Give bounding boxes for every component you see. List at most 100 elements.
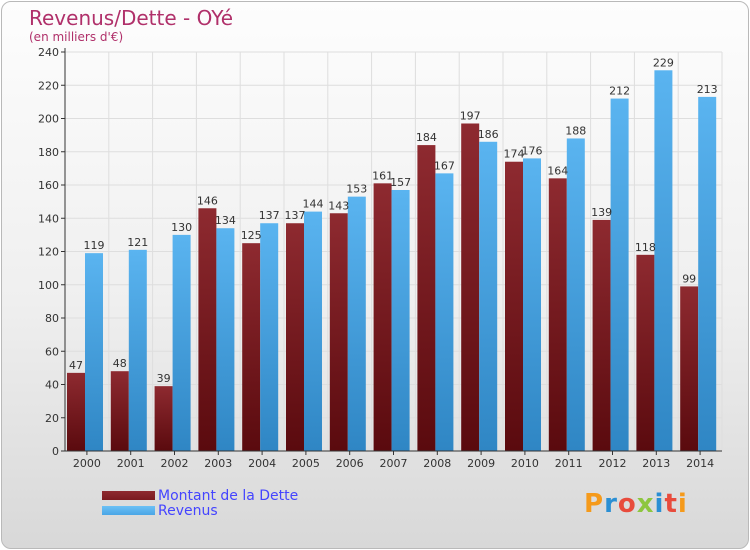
legend-swatch-debt — [102, 491, 155, 500]
x-tick-label: 2002 — [161, 457, 189, 470]
logo-letter: i — [654, 489, 665, 519]
bar-dette — [286, 223, 304, 451]
logo-letter: x — [636, 489, 655, 519]
data-label: 213 — [697, 83, 718, 96]
y-tick-label: 0 — [52, 445, 59, 458]
x-tick-label: 2000 — [73, 457, 101, 470]
data-label: 130 — [171, 221, 192, 234]
y-tick-label: 140 — [38, 212, 59, 225]
data-label: 176 — [522, 144, 543, 157]
data-label: 143 — [328, 199, 349, 212]
bar-dette — [548, 178, 567, 451]
logo-letter: P — [584, 489, 605, 519]
x-tick-label: 2004 — [248, 457, 276, 470]
data-label: 144 — [303, 198, 324, 211]
data-label: 212 — [609, 85, 630, 98]
bar-revenus — [391, 189, 410, 452]
data-label: 125 — [241, 229, 262, 242]
bar-revenus — [172, 234, 191, 451]
logo-letter: r — [604, 489, 618, 519]
data-label: 164 — [547, 164, 568, 177]
bar-dette — [67, 372, 85, 451]
y-tick-label: 240 — [38, 46, 59, 59]
data-label: 167 — [434, 159, 455, 172]
y-tick-label: 180 — [38, 146, 59, 159]
x-tick-label: 2003 — [204, 457, 232, 470]
bar-dette — [110, 371, 129, 451]
data-label: 186 — [478, 128, 499, 141]
bar-dette — [198, 208, 217, 451]
y-tick-label: 100 — [38, 279, 59, 292]
bar-chart: 47 48 39 146 125 137 143 161 184 197 174 164 139 118 9… — [38, 46, 723, 470]
x-tick-label: 2005 — [292, 457, 320, 470]
x-tick-label: 2008 — [423, 457, 451, 470]
y-tick-label: 120 — [38, 246, 59, 259]
data-label: 229 — [653, 56, 674, 69]
logo-letter: o — [617, 489, 637, 519]
x-tick-label: 2013 — [642, 457, 670, 470]
data-label: 121 — [127, 236, 148, 249]
data-label: 188 — [565, 124, 586, 137]
logo-letter: i — [677, 489, 688, 519]
bar-revenus — [654, 70, 673, 451]
x-tick-label: 2006 — [336, 457, 364, 470]
bar-dette — [373, 183, 392, 451]
data-label: 197 — [460, 109, 481, 122]
bar-dette — [505, 161, 523, 451]
bar-revenus — [260, 223, 279, 451]
bar-dette — [417, 145, 436, 451]
bar-revenus — [610, 98, 629, 452]
data-label: 157 — [390, 176, 411, 189]
x-tick-label: 2010 — [511, 457, 539, 470]
data-label: 153 — [346, 183, 367, 196]
legend-label-debt: Montant de la Dette — [158, 487, 299, 504]
bar-revenus — [479, 141, 498, 451]
data-label: 137 — [259, 209, 280, 222]
bar-dette — [680, 286, 699, 451]
bar-revenus — [216, 228, 235, 451]
logo-letter: t — [664, 489, 678, 519]
y-tick-label: 200 — [38, 113, 59, 126]
y-tick-label: 20 — [45, 412, 59, 425]
data-label: 137 — [285, 209, 306, 222]
data-label: 161 — [372, 169, 393, 182]
data-label: 184 — [416, 131, 437, 144]
legend-item-revenus: Revenus — [102, 502, 298, 519]
data-label: 48 — [113, 357, 127, 370]
bar-revenus — [128, 249, 147, 451]
data-label: 174 — [504, 148, 525, 161]
legend-swatch-revenus — [102, 506, 155, 515]
y-tick-label: 80 — [45, 312, 59, 325]
x-tick-label: 2001 — [117, 457, 145, 470]
data-label: 146 — [197, 194, 218, 207]
x-tick-label: 2012 — [599, 457, 627, 470]
bar-dette — [242, 243, 261, 451]
data-label: 47 — [69, 359, 83, 372]
data-label: 39 — [157, 372, 171, 385]
data-label: 119 — [84, 239, 105, 252]
bar-dette — [461, 123, 480, 452]
data-label: 99 — [682, 272, 696, 285]
y-tick-label: 40 — [45, 379, 59, 392]
data-label: 118 — [635, 241, 656, 254]
y-tick-label: 160 — [38, 179, 59, 192]
bar-revenus — [435, 173, 454, 452]
legend-label-revenus: Revenus — [158, 502, 218, 519]
bar-revenus — [85, 253, 103, 451]
bar-dette — [329, 213, 348, 451]
chart-legend: Montant de la Dette Revenus — [102, 487, 299, 519]
bar-revenus — [304, 211, 322, 451]
y-tick-label: 220 — [38, 79, 59, 92]
data-label: 139 — [591, 206, 612, 219]
bar-revenus — [347, 196, 366, 451]
bar-dette — [592, 219, 611, 451]
bar-revenus — [698, 96, 717, 451]
x-tick-label: 2009 — [467, 457, 495, 470]
x-tick-label: 2007 — [380, 457, 408, 470]
bar-dette — [154, 386, 173, 451]
chart-subtitle: (en milliers d'€) — [29, 30, 124, 44]
bar-revenus — [566, 138, 585, 451]
x-tick-label: 2014 — [686, 457, 714, 470]
bar-revenus — [523, 158, 541, 451]
